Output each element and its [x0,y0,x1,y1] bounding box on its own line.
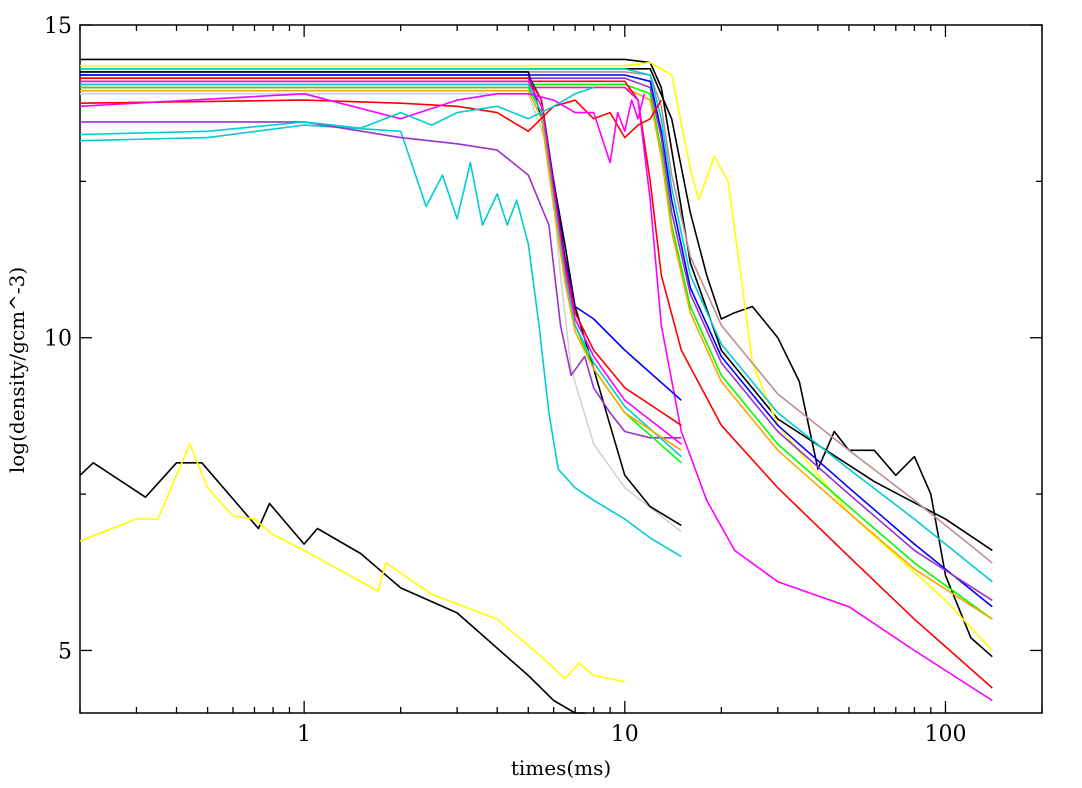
series-line-20 [80,86,682,464]
x-tick-label: 10 [611,722,639,747]
series-line-5 [80,61,993,652]
series-line-4 [80,68,993,658]
series-line-17 [80,121,682,439]
tick-layer: 1 10 100 5 10 15 [44,14,1043,747]
series-line-14 [79,124,682,558]
series-line-15 [80,93,682,533]
x-axis-title: times(ms) [511,756,611,780]
series-line-8 [80,74,993,608]
series-line-13 [80,86,993,702]
series-line-3 [80,58,993,552]
series-line-6 [80,71,993,564]
series-line-10 [80,83,993,620]
series-line-19 [80,77,682,426]
series-line-26 [79,86,594,136]
y-axis-title: log(density/gcm^-3) [5,267,29,473]
series-line-22 [80,83,682,458]
series-line-7 [80,68,993,583]
series-line-11 [80,86,993,620]
series-line-9 [80,77,993,602]
x-tick-label: 1 [297,722,311,747]
y-tick-label: 5 [58,639,72,664]
series-line-2 [79,443,625,683]
series-line-25 [79,93,646,164]
series-line-16 [80,71,682,527]
series-line-1 [79,461,585,714]
series-line-24 [79,99,662,139]
series-layer [79,58,993,714]
y-tick-label: 15 [44,14,72,39]
series-line-18 [80,74,682,401]
series-line-21 [80,80,682,445]
y-tick-label: 10 [44,327,72,352]
x-tick-label: 100 [924,722,966,747]
series-line-12 [80,80,993,689]
plot-frame [79,24,1043,714]
series-line-23 [80,89,682,451]
